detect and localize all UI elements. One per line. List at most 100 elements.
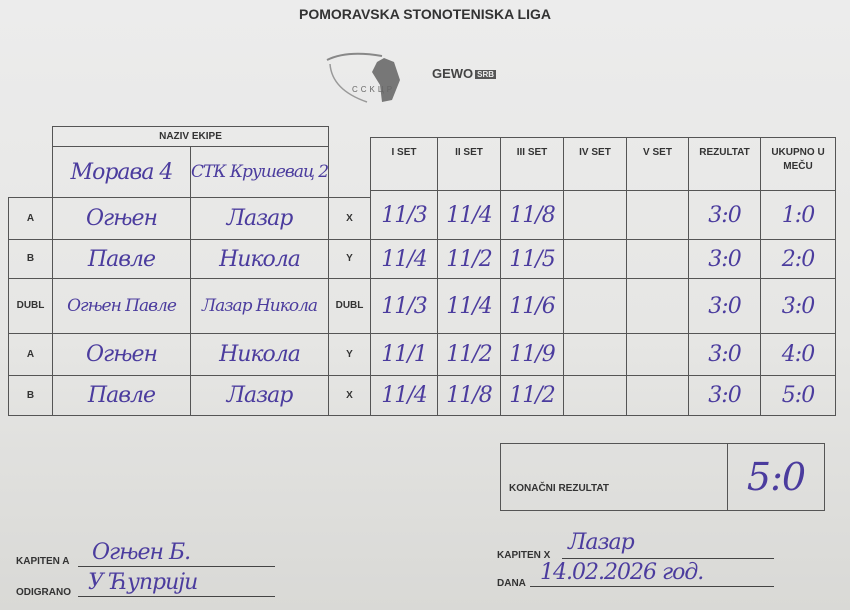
player-x-cell: Никола xyxy=(190,239,329,279)
player-x-name: Никола xyxy=(219,342,301,367)
row-label: B xyxy=(26,389,35,401)
set-score: 11/4 xyxy=(381,246,427,272)
team-header-cell: NAZIV EKIPE xyxy=(52,126,329,147)
result-cell: 3:0 xyxy=(688,239,761,279)
match-result: 3:0 xyxy=(708,202,741,228)
final-result-cell: 5:0 xyxy=(727,443,825,511)
set-score-cell: 11/2 xyxy=(437,333,501,376)
set-score-cell xyxy=(563,278,627,334)
set-score: 11/6 xyxy=(509,293,555,319)
set-score: 11/3 xyxy=(381,202,427,228)
set-score-cell: 11/1 xyxy=(370,333,438,376)
set-score: 11/4 xyxy=(381,383,427,408)
final-result-label: KONAČNI REZULTAT xyxy=(509,483,609,494)
set-score-cell xyxy=(563,239,627,279)
player-a-name: Огњен xyxy=(86,206,158,231)
running-total: 5:0 xyxy=(781,383,815,408)
column-header: IV SET xyxy=(579,147,611,158)
final-result-label-cell: KONAČNI REZULTAT xyxy=(500,443,728,511)
row-label: DUBL xyxy=(16,300,45,311)
player-a-name: Огњен xyxy=(86,342,158,367)
captain-x-label: KAPITEN X xyxy=(497,550,551,561)
column-header-6: UKUPNO U MEČU xyxy=(760,137,836,191)
column-header-0: I SET xyxy=(370,137,438,191)
column-header-5: REZULTAT xyxy=(688,137,761,191)
player-a-name: Огњен Павле xyxy=(67,295,177,316)
set-score: 11/3 xyxy=(381,293,427,319)
set-score-cell: 11/9 xyxy=(500,333,564,376)
player-x-cell: Лазар Никола xyxy=(190,278,329,334)
set-score-cell xyxy=(563,375,627,416)
column-header: II SET xyxy=(455,147,483,158)
player-x-name: Лазар xyxy=(226,383,294,408)
team-header: NAZIV EKIPE xyxy=(159,130,222,142)
opponent-label: Y xyxy=(346,348,353,360)
row-label-cell: B xyxy=(8,375,53,416)
date-value: 14.02.2026 год. xyxy=(540,560,704,585)
set-score-cell: 11/8 xyxy=(437,375,501,416)
team-x-cell: СТК Крушевац 2 xyxy=(190,146,329,198)
svg-text:CCKЦP: CCKЦP xyxy=(352,85,395,94)
row-label: B xyxy=(26,253,35,264)
set-score: 11/2 xyxy=(446,342,492,367)
total-cell: 5:0 xyxy=(760,375,836,416)
player-x-cell: Никола xyxy=(190,333,329,376)
set-score: 11/5 xyxy=(509,246,555,272)
set-score-cell xyxy=(626,333,689,376)
set-score: 11/4 xyxy=(446,293,492,319)
set-score-cell: 11/2 xyxy=(437,239,501,279)
opponent-label: DUBL xyxy=(335,300,364,311)
running-total: 1:0 xyxy=(781,202,815,228)
set-score-cell xyxy=(563,190,627,240)
player-a-cell: Павле xyxy=(52,375,191,416)
column-header: I SET xyxy=(391,147,417,158)
total-cell: 3:0 xyxy=(760,278,836,334)
set-score: 11/9 xyxy=(509,342,555,367)
team-x-name: СТК Крушевац 2 xyxy=(190,161,329,182)
set-score: 11/1 xyxy=(381,342,427,367)
match-result: 3:0 xyxy=(708,342,741,367)
set-score: 11/8 xyxy=(509,202,555,228)
set-score-cell: 11/4 xyxy=(370,239,438,279)
row-label: A xyxy=(26,348,35,360)
set-score-cell: 11/2 xyxy=(500,375,564,416)
player-x-cell: Лазар xyxy=(190,197,329,240)
match-result: 3:0 xyxy=(708,246,741,272)
column-header-4: V SET xyxy=(626,137,689,191)
player-x-name: Никола xyxy=(219,246,301,272)
row-label-cell: A xyxy=(8,197,53,240)
opponent-label-cell: Y xyxy=(328,333,371,376)
running-total: 2:0 xyxy=(781,246,815,272)
captain-a-signature: Огњен Б. xyxy=(92,540,191,565)
date-label: DANA xyxy=(497,578,526,589)
set-score-cell xyxy=(626,278,689,334)
match-result: 3:0 xyxy=(708,293,741,319)
player-x-cell: Лазар xyxy=(190,375,329,416)
row-label-cell: B xyxy=(8,239,53,279)
sponsor-logo: GEWO SRB xyxy=(432,66,497,81)
set-score-cell: 11/6 xyxy=(500,278,564,334)
set-score: 11/2 xyxy=(509,383,555,408)
result-cell: 3:0 xyxy=(688,375,761,416)
set-score: 11/8 xyxy=(446,383,492,408)
set-score-cell xyxy=(626,375,689,416)
column-header: REZULTAT xyxy=(699,147,750,158)
total-cell: 1:0 xyxy=(760,190,836,240)
total-cell: 4:0 xyxy=(760,333,836,376)
player-a-name: Павле xyxy=(87,246,156,272)
played-label: ODIGRANO xyxy=(16,587,71,598)
row-label-cell: DUBL xyxy=(8,278,53,334)
opponent-label-cell: X xyxy=(328,197,371,240)
team-a-cell: Морава 4 xyxy=(52,146,191,198)
opponent-label-cell: X xyxy=(328,375,371,416)
set-score-cell xyxy=(563,333,627,376)
captain-x-signature: Лазар xyxy=(568,530,635,555)
team-a-name: Морава 4 xyxy=(70,159,174,185)
opponent-label: X xyxy=(346,389,353,401)
set-score-cell xyxy=(626,239,689,279)
set-score-cell: 11/8 xyxy=(500,190,564,240)
set-score-cell: 11/4 xyxy=(437,278,501,334)
player-a-cell: Огњен xyxy=(52,333,191,376)
column-header: UKUPNO U MEČU xyxy=(771,147,825,172)
